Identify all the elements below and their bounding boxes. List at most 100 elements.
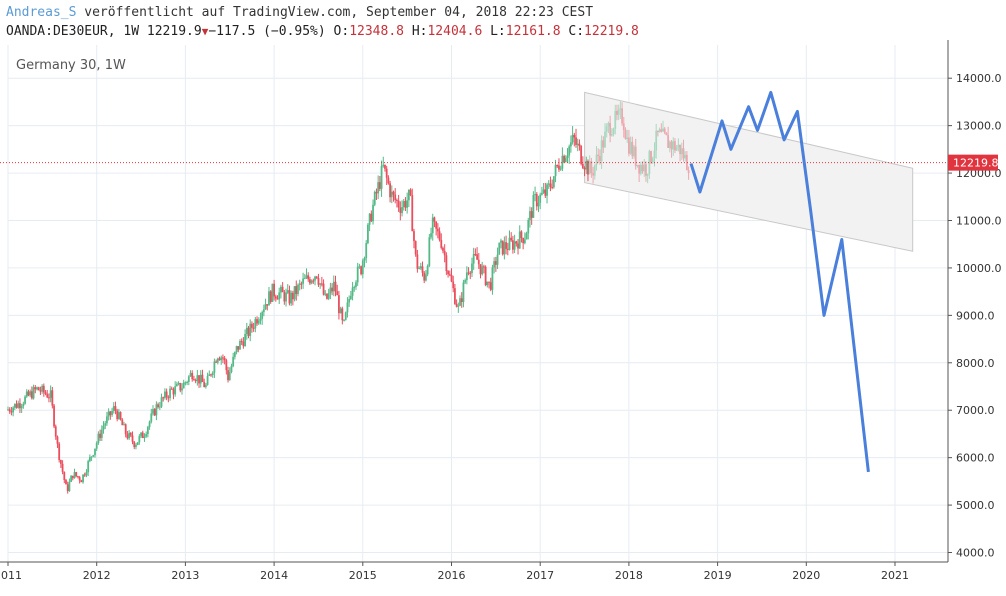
candle-body — [597, 154, 600, 157]
candle — [348, 295, 351, 307]
candle-body — [483, 266, 485, 268]
candle — [621, 102, 623, 126]
candle-body — [312, 280, 315, 282]
ohlc-line: OANDA:DE30EUR, 1W 12219.9▼−117.5 (−0.95%… — [6, 24, 639, 39]
candle-body — [276, 298, 279, 300]
candle-body — [360, 266, 362, 275]
candle — [85, 469, 88, 478]
candle-body — [529, 211, 531, 220]
candle-body — [639, 164, 642, 174]
candle-body — [22, 403, 25, 406]
candle-body — [465, 272, 468, 281]
candle — [71, 475, 74, 481]
candle-body — [208, 374, 211, 376]
candle — [203, 378, 206, 388]
candle-body — [331, 287, 333, 292]
candle — [464, 278, 467, 285]
candle-body — [527, 219, 530, 234]
projection-path[interactable] — [689, 90, 870, 473]
candle-body — [576, 143, 579, 145]
candle-body — [191, 372, 194, 380]
candle-body — [518, 231, 521, 249]
candle — [418, 266, 420, 270]
candle — [87, 459, 90, 476]
candle — [512, 235, 514, 254]
candle — [140, 432, 142, 438]
candle-body — [622, 123, 625, 131]
candle-body — [674, 141, 676, 151]
candle — [450, 268, 453, 283]
candle-body — [245, 327, 248, 335]
candle — [593, 164, 596, 180]
candle-body — [413, 231, 415, 242]
candle-body — [399, 207, 402, 214]
candle-body — [157, 404, 160, 408]
candle — [307, 272, 310, 282]
candle-body — [334, 281, 337, 292]
price-axis[interactable]: 4000.0 5000.0 6000.0 7000.0 8000.0 9000.0 1000… — [948, 72, 1002, 560]
candle — [527, 217, 530, 240]
candle — [370, 210, 373, 223]
candle — [414, 240, 417, 257]
candle — [378, 176, 381, 192]
candle-body — [307, 275, 310, 280]
close-label: C: — [568, 24, 585, 39]
candle-body — [687, 170, 690, 174]
candle — [542, 183, 545, 194]
candle — [428, 233, 431, 268]
candle-body — [481, 266, 484, 275]
candle — [75, 471, 78, 478]
candle-body — [491, 267, 494, 290]
candle — [174, 381, 177, 397]
candle — [609, 115, 612, 143]
last-price-tag-text: 12219.8 — [953, 157, 999, 170]
candle-body — [186, 381, 189, 383]
candle-body — [169, 388, 171, 399]
candle — [413, 228, 415, 249]
y-tick-label: 9000.0 — [956, 309, 995, 322]
candle — [191, 370, 194, 382]
candle — [215, 359, 218, 364]
candle — [612, 127, 615, 137]
candle — [106, 411, 108, 426]
candle-body — [242, 341, 245, 347]
candle-body — [682, 148, 685, 159]
candle-body — [247, 327, 250, 336]
candle-body — [421, 266, 424, 273]
candle-body — [215, 361, 218, 363]
candle — [407, 189, 410, 208]
candle-body — [532, 195, 535, 218]
candle-body — [363, 258, 366, 261]
candle — [46, 389, 49, 399]
candle — [80, 479, 83, 483]
candle-body — [580, 146, 583, 164]
candle — [232, 352, 235, 368]
candle-body — [90, 456, 93, 458]
candle — [20, 403, 23, 413]
candle-body — [353, 286, 356, 288]
candle-body — [535, 194, 538, 207]
time-axis[interactable]: 2011 2012 2013 2014 2015 2016 2017 2018 2019 2020… — [0, 562, 909, 582]
candle — [665, 132, 668, 136]
candle — [578, 139, 581, 151]
parallel-channel[interactable] — [584, 91, 914, 252]
candle — [68, 478, 71, 492]
candle — [349, 290, 352, 301]
y-tick-label: 11000.0 — [956, 214, 1002, 227]
candle — [547, 180, 550, 189]
candle — [48, 393, 50, 403]
candle — [390, 185, 393, 204]
candle-body — [634, 146, 637, 166]
candle — [670, 140, 673, 158]
candle-body — [70, 475, 73, 482]
price-chart[interactable]: 4000.0 5000.0 6000.0 7000.0 8000.0 9000.0 1000… — [0, 40, 1006, 596]
candle-body — [15, 403, 18, 408]
candle-body — [662, 128, 664, 132]
candle — [281, 282, 284, 293]
candle-body — [274, 296, 277, 299]
candle-body — [92, 455, 95, 457]
author-link[interactable]: Andreas_S — [6, 5, 77, 20]
candle — [121, 418, 124, 426]
candle-body — [174, 386, 177, 395]
y-tick-label: 6000.0 — [956, 452, 995, 465]
